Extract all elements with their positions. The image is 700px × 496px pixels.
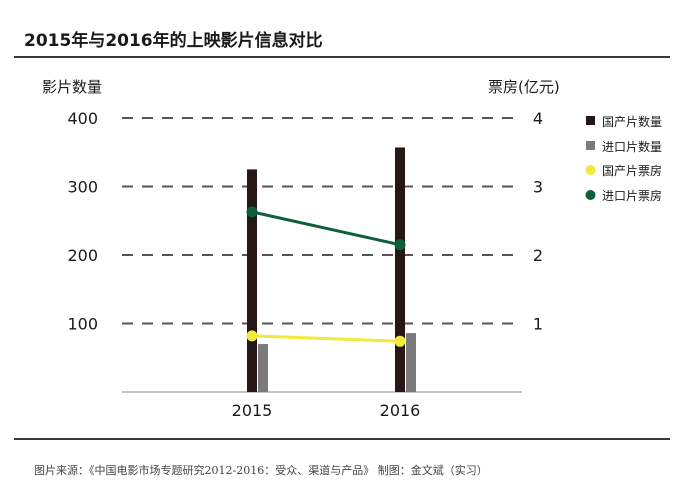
legend-label: 国产片数量 — [602, 114, 662, 129]
right-tick-label: 3 — [533, 178, 543, 197]
x-tick-label: 2015 — [232, 401, 273, 420]
left-tick-label: 300 — [67, 178, 98, 197]
legend-swatch — [585, 165, 596, 175]
title-divider — [14, 56, 670, 58]
left-axis-title: 影片数量 — [42, 78, 102, 96]
right-axis-title: 票房(亿元) — [488, 78, 560, 96]
x-tick-label: 2016 — [380, 401, 421, 420]
bar — [395, 147, 405, 392]
bar — [406, 333, 416, 392]
legend-swatch — [585, 190, 596, 200]
left-tick-label: 200 — [67, 246, 98, 265]
line-point — [394, 335, 406, 347]
left-tick-label: 100 — [67, 315, 98, 334]
bar — [258, 344, 268, 392]
footer-divider — [14, 438, 670, 440]
line-point — [394, 239, 406, 251]
line-point — [246, 330, 258, 342]
bar — [247, 169, 257, 392]
legend-swatch — [586, 141, 595, 150]
chart-title: 2015年与2016年的上映影片信息对比 — [24, 31, 323, 51]
right-tick-label: 2 — [533, 246, 543, 265]
legend-label: 进口片数量 — [602, 139, 662, 154]
legend-label: 进口片票房 — [602, 188, 662, 203]
legend-swatch — [586, 116, 595, 125]
right-tick-label: 1 — [533, 315, 543, 334]
series-line — [251, 334, 401, 343]
left-tick-label: 400 — [67, 109, 98, 128]
legend-label: 国产片票房 — [602, 163, 662, 178]
source-note: 图片来源：《中国电影市场专题研究2012-2016：受众、渠道与产品》 制图：金… — [34, 464, 488, 477]
series-line — [251, 210, 401, 247]
right-tick-label: 4 — [533, 109, 543, 128]
line-point — [246, 206, 258, 218]
